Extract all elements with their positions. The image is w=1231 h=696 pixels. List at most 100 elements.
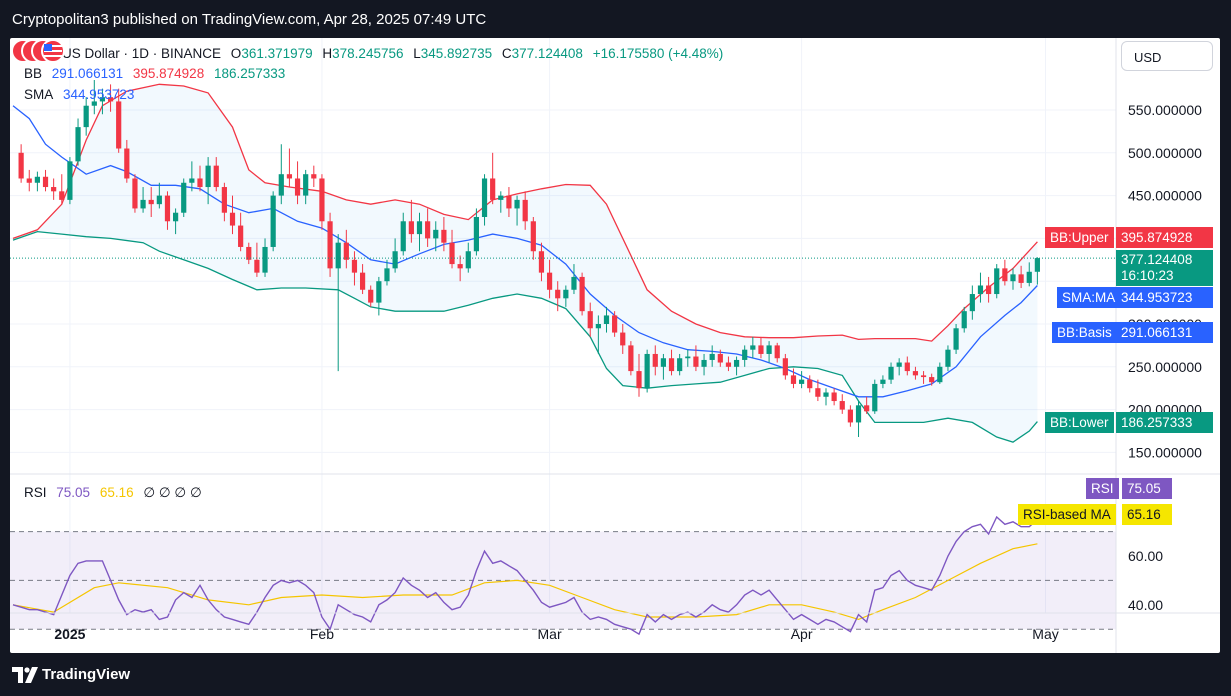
candle-body: [91, 101, 97, 106]
bb-basis-value: 291.066131: [51, 66, 124, 81]
currency-selector[interactable]: USD: [1121, 41, 1213, 71]
candle-body: [473, 217, 480, 252]
candle: [977, 272, 984, 303]
sma-price-tag: 344.953723: [1116, 287, 1213, 308]
candle: [807, 375, 813, 393]
candle-body: [1018, 274, 1024, 283]
bb-basis-price-tag: 291.066131: [1116, 322, 1213, 343]
candle-body: [782, 358, 788, 376]
bb-lower-price-tag: 186.257333: [1116, 412, 1213, 433]
time-tick-label: Apr: [791, 626, 813, 642]
candle: [18, 144, 24, 183]
sma-tag: SMA:MA: [1057, 287, 1121, 308]
candle-body: [652, 353, 658, 367]
candle-body: [311, 174, 317, 179]
rsi-legend-label[interactable]: RSI: [24, 485, 47, 500]
candle-body: [799, 379, 805, 384]
close-value: 377.124408: [511, 46, 583, 61]
candle: [319, 174, 325, 230]
candle-body: [847, 409, 853, 423]
candle: [864, 396, 870, 414]
candle-body: [839, 401, 845, 410]
high-value: 378.245756: [332, 46, 404, 61]
candle-body: [449, 242, 455, 265]
candle-body: [969, 294, 975, 312]
candle-body: [51, 187, 57, 192]
candle-body: [368, 289, 374, 303]
candle-body: [815, 388, 821, 397]
candle-body: [912, 371, 919, 376]
candle-body: [481, 178, 488, 217]
candle-body: [807, 379, 813, 389]
candle: [693, 345, 699, 372]
candle-body: [124, 148, 130, 179]
price-chart[interactable]: 550.000000500.000000450.000000400.000000…: [10, 38, 1220, 653]
candle-body: [156, 195, 162, 205]
candle-body: [181, 182, 187, 213]
candle: [254, 242, 260, 277]
rsi-line: [12, 515, 1038, 636]
open-value: 361.371979: [241, 46, 313, 61]
candle-body: [904, 362, 910, 372]
candle: [603, 306, 610, 333]
candle: [392, 238, 398, 273]
time-tick-label: Mar: [538, 626, 562, 642]
candle-body: [750, 345, 756, 350]
candle: [742, 345, 748, 367]
candle-body: [351, 259, 358, 273]
candle: [945, 345, 951, 372]
candle: [571, 264, 577, 295]
candle: [1010, 268, 1016, 290]
candle: [229, 195, 236, 235]
candle-body: [733, 359, 740, 367]
bb-lower-tag: BB:Lower: [1045, 412, 1114, 433]
candle: [1034, 257, 1040, 285]
candle: [197, 165, 203, 192]
candle-body: [490, 178, 496, 200]
rsi-value-tag: 75.05: [1122, 478, 1172, 499]
candle: [839, 394, 845, 414]
candle: [677, 353, 683, 376]
candle-body: [408, 221, 414, 235]
economic-events-flag-icon[interactable]: [10, 38, 66, 64]
candle-body: [164, 195, 171, 222]
candle-body: [1010, 274, 1016, 282]
candle: [831, 388, 837, 406]
candle: [896, 358, 902, 376]
candle: [221, 182, 227, 222]
time-tick-label: Feb: [310, 626, 334, 642]
bb-label[interactable]: BB: [24, 66, 43, 81]
symbol-name[interactable]: TAO / US Dollar · 1D · BINANCE: [24, 46, 222, 61]
candle-body: [26, 178, 32, 183]
candle: [303, 169, 309, 205]
bb-upper-tag-label: BB:Upper: [1050, 230, 1109, 245]
candle: [758, 336, 764, 359]
candle: [368, 285, 374, 307]
candle-body: [725, 362, 732, 367]
candle: [961, 306, 967, 333]
candle: [555, 281, 561, 312]
candle: [425, 208, 431, 247]
candle: [709, 345, 715, 367]
candle: [815, 379, 821, 402]
candle-body: [587, 311, 593, 329]
candle: [904, 356, 910, 376]
candle: [343, 229, 349, 269]
bb-fill: [13, 84, 1038, 443]
candle: [620, 324, 626, 354]
candle: [823, 388, 829, 406]
candle-body: [530, 221, 536, 252]
candle-body: [148, 199, 154, 205]
candle-body: [766, 345, 772, 354]
candle: [213, 157, 219, 192]
sma-label[interactable]: SMA: [24, 87, 54, 102]
candle: [156, 182, 162, 209]
chart-frame[interactable]: 550.000000500.000000450.000000400.000000…: [10, 38, 1220, 653]
tradingview-brand[interactable]: TradingView: [42, 666, 131, 683]
rsi-ma-tag: RSI-based MA: [1018, 504, 1116, 525]
candle: [246, 242, 252, 265]
candle-body: [709, 353, 715, 360]
candle-body: [140, 199, 146, 209]
candle-body: [34, 176, 40, 183]
candle-body: [742, 349, 748, 360]
